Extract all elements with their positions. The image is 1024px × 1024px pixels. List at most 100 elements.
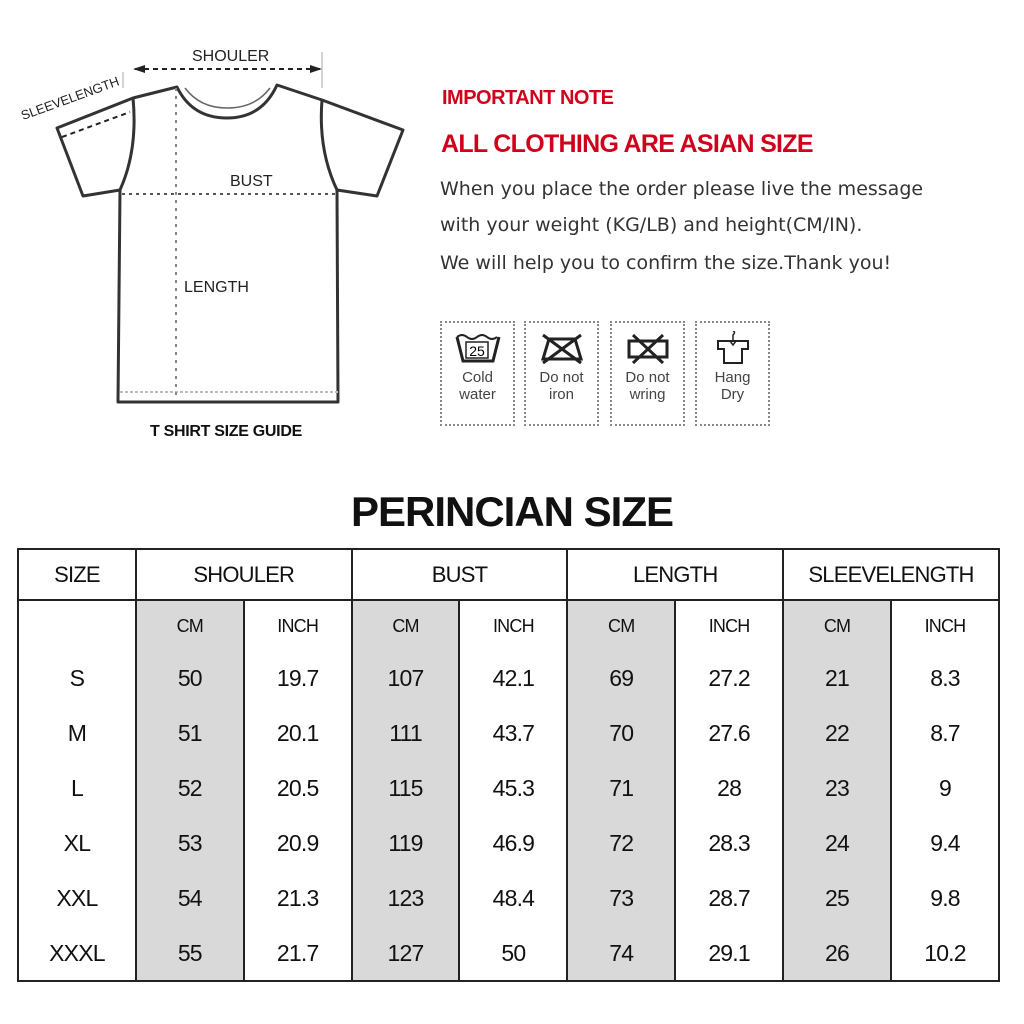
note-line: We will help you to confirm the size.Tha…: [440, 252, 892, 274]
value-cell: 53: [134, 816, 244, 871]
value-cell: 22: [782, 706, 891, 761]
care-label: iron: [548, 386, 574, 403]
size-header: SIZE: [18, 549, 136, 601]
value-cell: 27.6: [674, 706, 784, 761]
size-cell: XL: [63, 830, 91, 856]
care-label: Cold: [462, 369, 493, 386]
value-cell: 54: [134, 871, 244, 926]
tshirt-diagram: [55, 52, 405, 404]
value-cell: 69: [566, 651, 676, 706]
value-cell: 28.7: [674, 871, 784, 926]
size-cell: XXL: [56, 885, 98, 911]
value-cell: 107: [350, 651, 460, 706]
value-cell: 45.3: [458, 761, 568, 816]
value-cell: 20.5: [242, 761, 352, 816]
wash-25-icon: 25: [455, 334, 500, 363]
unit-header: INCH: [458, 600, 568, 651]
value-cell: 74: [566, 926, 676, 981]
length-label: LENGTH: [184, 279, 249, 296]
value-cell: 72: [566, 816, 676, 871]
value-cell: 27.2: [674, 651, 784, 706]
value-cell: 55: [134, 926, 244, 981]
value-cell: 50: [458, 926, 568, 981]
unit-header: INCH: [674, 600, 784, 651]
hang-dry-icon: [716, 331, 749, 364]
size-cell: L: [70, 775, 84, 801]
care-label: water: [459, 386, 496, 403]
svg-text:25: 25: [469, 343, 485, 359]
care-label: Do not: [625, 369, 670, 386]
value-cell: 8.3: [889, 651, 999, 706]
value-cell: 8.7: [889, 706, 999, 761]
unit-header: CM: [350, 600, 460, 651]
care-cold-water: 25 Cold water: [440, 321, 515, 426]
value-cell: 21: [782, 651, 891, 706]
care-label: wring: [629, 386, 666, 403]
value-cell: 48.4: [458, 871, 568, 926]
diagram-caption: T SHIRT SIZE GUIDE: [150, 423, 302, 440]
group-header: BUST: [350, 549, 568, 601]
value-cell: 20.9: [242, 816, 352, 871]
value-cell: 119: [350, 816, 460, 871]
unit-header: CM: [782, 600, 891, 651]
value-cell: 29.1: [674, 926, 784, 981]
no-iron-icon: [540, 333, 583, 365]
unit-header: INCH: [889, 600, 999, 651]
note-heading: IMPORTANT NOTE: [442, 87, 614, 109]
group-header: SHOULER: [134, 549, 352, 601]
table-row: XXL 54 21.3 123 48.4 73 28.7 25 9.8: [18, 871, 999, 926]
note-line: When you place the order please live the…: [440, 178, 924, 200]
value-cell: 28.3: [674, 816, 784, 871]
value-cell: 28: [674, 761, 784, 816]
value-cell: 46.9: [458, 816, 568, 871]
unit-header: INCH: [242, 600, 352, 651]
value-cell: 9: [889, 761, 999, 816]
size-cell: S: [69, 665, 85, 691]
table-row: M 51 20.1 111 43.7 70 27.6 22 8.7: [18, 706, 999, 761]
value-cell: 50: [134, 651, 244, 706]
care-no-iron: Do not iron: [524, 321, 599, 426]
value-cell: 51: [134, 706, 244, 761]
table-row: XL 53 20.9 119 46.9 72 28.3 24 9.4: [18, 816, 999, 871]
group-header: LENGTH: [566, 549, 784, 601]
value-cell: 111: [350, 706, 460, 761]
value-cell: 123: [350, 871, 460, 926]
sleeve-arrow: [61, 111, 131, 138]
value-cell: 42.1: [458, 651, 568, 706]
value-cell: 21.7: [242, 926, 352, 981]
table-header-row: SIZE SHOULER BUST LENGTH SLEEVELENGTH: [18, 549, 999, 601]
size-cell: M: [67, 720, 87, 746]
size-table: SIZE SHOULER BUST LENGTH SLEEVELENGTH CM…: [17, 548, 1000, 982]
table-row: L 52 20.5 115 45.3 71 28 23 9: [18, 761, 999, 816]
size-table-title: PERINCIAN SIZE: [350, 488, 674, 535]
value-cell: 70: [566, 706, 676, 761]
value-cell: 23: [782, 761, 891, 816]
care-no-wring: Do not wring: [610, 321, 685, 426]
table-row: S 50 19.7 107 42.1 69 27.2 21 8.3: [18, 651, 999, 706]
value-cell: 19.7: [242, 651, 352, 706]
shoulder-label: SHOULER: [192, 48, 270, 65]
value-cell: 10.2: [889, 926, 999, 981]
value-cell: 73: [566, 871, 676, 926]
value-cell: 71: [566, 761, 676, 816]
value-cell: 115: [350, 761, 460, 816]
value-cell: 9.4: [889, 816, 999, 871]
empty-cell: [18, 600, 136, 651]
note-subheading: ALL CLOTHING ARE ASIAN SIZE: [441, 130, 814, 158]
value-cell: 24: [782, 816, 891, 871]
value-cell: 127: [350, 926, 460, 981]
care-hang-dry: Hang Dry: [695, 321, 770, 426]
value-cell: 43.7: [458, 706, 568, 761]
value-cell: 20.1: [242, 706, 352, 761]
care-label: Do not: [539, 369, 584, 386]
value-cell: 25: [782, 871, 891, 926]
unit-header: CM: [134, 600, 244, 651]
value-cell: 21.3: [242, 871, 352, 926]
tshirt-outline: [55, 83, 405, 404]
care-label: Hang: [714, 369, 751, 386]
no-wring-icon: [627, 333, 668, 365]
value-cell: 52: [134, 761, 244, 816]
group-header: SLEEVELENGTH: [782, 549, 999, 601]
care-label: Dry: [720, 386, 745, 403]
value-cell: 9.8: [889, 871, 999, 926]
